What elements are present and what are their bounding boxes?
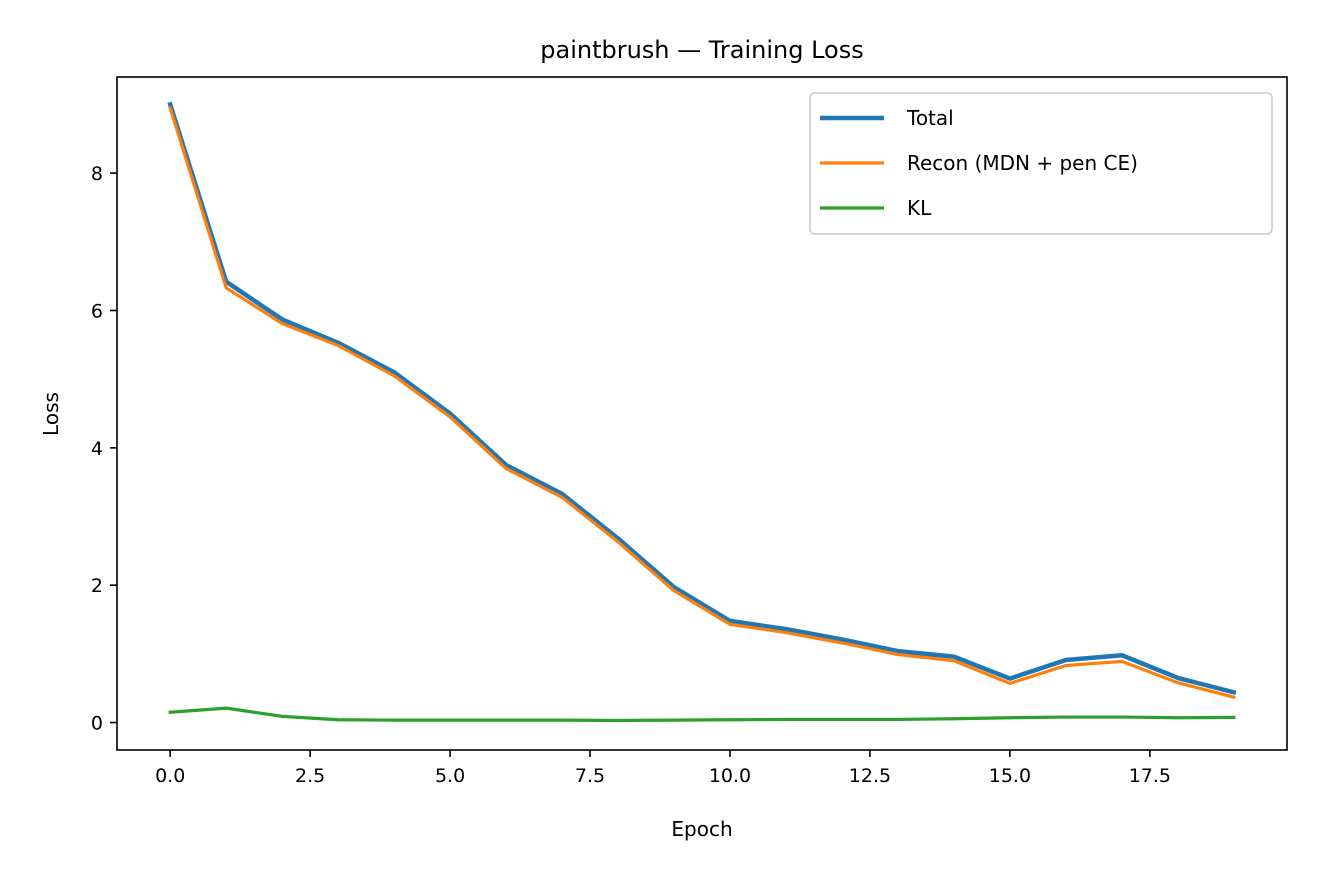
x-tick-label: 15.0 [989, 765, 1031, 787]
y-axis: 0 2 4 6 8 [91, 163, 117, 735]
x-axis-label: Epoch [671, 817, 732, 841]
plot-frame [116, 76, 1288, 751]
legend-label: Total [906, 106, 954, 130]
series-line-total [167, 101, 1237, 696]
x-tick-label: 10.0 [709, 765, 751, 787]
y-tick-label: 2 [91, 575, 103, 597]
y-tick-label: 8 [91, 163, 103, 185]
legend: Total Recon (MDN + pen CE) KL [809, 92, 1273, 235]
y-tick-label: 0 [91, 713, 103, 735]
series-line-recon-mdn-pen-ce [168, 105, 1236, 700]
y-axis-label: Loss [39, 392, 63, 436]
legend-box [809, 92, 1273, 235]
x-axis: 0.0 2.5 5.0 7.5 10.0 12.5 15.0 17.5 [155, 750, 1171, 787]
chart-title: paintbrush — Training Loss [540, 36, 863, 64]
legend-label: KL [907, 196, 932, 220]
x-tick-label: 7.5 [575, 765, 605, 787]
legend-label: Recon (MDN + pen CE) [907, 151, 1138, 175]
series-line-kl [168, 706, 1236, 723]
series-layer [167, 101, 1237, 723]
x-tick-label: 12.5 [849, 765, 891, 787]
x-tick-label: 2.5 [295, 765, 325, 787]
y-tick-label: 4 [91, 438, 103, 460]
y-tick-label: 6 [91, 300, 103, 322]
x-tick-label: 17.5 [1129, 765, 1171, 787]
x-tick-label: 5.0 [435, 765, 465, 787]
x-tick-label: 0.0 [155, 765, 185, 787]
